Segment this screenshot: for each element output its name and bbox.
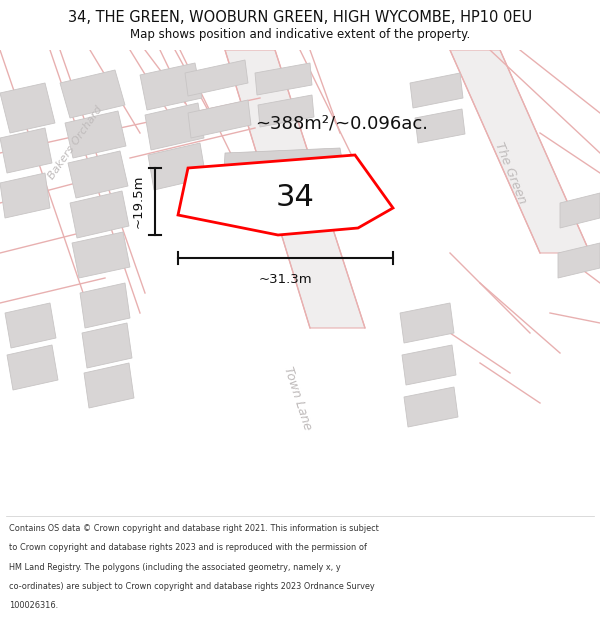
Polygon shape xyxy=(410,73,463,108)
Polygon shape xyxy=(140,63,202,110)
Polygon shape xyxy=(84,363,134,408)
Polygon shape xyxy=(0,173,50,218)
Text: 100026316.: 100026316. xyxy=(9,601,58,610)
Polygon shape xyxy=(82,323,132,368)
Polygon shape xyxy=(0,128,52,173)
Text: Bakers Orchard: Bakers Orchard xyxy=(46,104,104,181)
Polygon shape xyxy=(5,303,56,348)
Text: Map shows position and indicative extent of the property.: Map shows position and indicative extent… xyxy=(130,28,470,41)
Polygon shape xyxy=(185,60,248,96)
Polygon shape xyxy=(560,193,600,228)
Text: ~31.3m: ~31.3m xyxy=(259,273,313,286)
Polygon shape xyxy=(65,111,126,158)
Polygon shape xyxy=(450,50,590,253)
Polygon shape xyxy=(68,151,128,198)
Text: The Green: The Green xyxy=(492,140,528,206)
Polygon shape xyxy=(400,303,454,343)
Polygon shape xyxy=(0,83,55,133)
Text: ~388m²/~0.096ac.: ~388m²/~0.096ac. xyxy=(255,114,428,132)
Polygon shape xyxy=(188,100,251,138)
Text: ~19.5m: ~19.5m xyxy=(132,175,145,228)
Polygon shape xyxy=(80,283,130,328)
Polygon shape xyxy=(72,232,130,278)
Text: co-ordinates) are subject to Crown copyright and database rights 2023 Ordnance S: co-ordinates) are subject to Crown copyr… xyxy=(9,582,374,591)
Text: 34, THE GREEN, WOOBURN GREEN, HIGH WYCOMBE, HP10 0EU: 34, THE GREEN, WOOBURN GREEN, HIGH WYCOM… xyxy=(68,10,532,25)
Polygon shape xyxy=(70,191,129,238)
Polygon shape xyxy=(148,143,206,190)
Polygon shape xyxy=(255,63,312,95)
Text: Town Lane: Town Lane xyxy=(281,364,314,431)
Polygon shape xyxy=(145,103,204,150)
Polygon shape xyxy=(178,155,393,235)
Polygon shape xyxy=(402,345,456,385)
Polygon shape xyxy=(258,95,314,127)
Polygon shape xyxy=(60,70,125,118)
Polygon shape xyxy=(222,148,350,223)
Polygon shape xyxy=(415,109,465,143)
Text: Contains OS data © Crown copyright and database right 2021. This information is : Contains OS data © Crown copyright and d… xyxy=(9,524,379,533)
Polygon shape xyxy=(558,243,600,278)
Text: HM Land Registry. The polygons (including the associated geometry, namely x, y: HM Land Registry. The polygons (includin… xyxy=(9,562,341,572)
Text: 34: 34 xyxy=(275,184,314,213)
Polygon shape xyxy=(225,50,365,328)
Polygon shape xyxy=(404,387,458,427)
Polygon shape xyxy=(7,345,58,390)
Text: to Crown copyright and database rights 2023 and is reproduced with the permissio: to Crown copyright and database rights 2… xyxy=(9,544,367,552)
